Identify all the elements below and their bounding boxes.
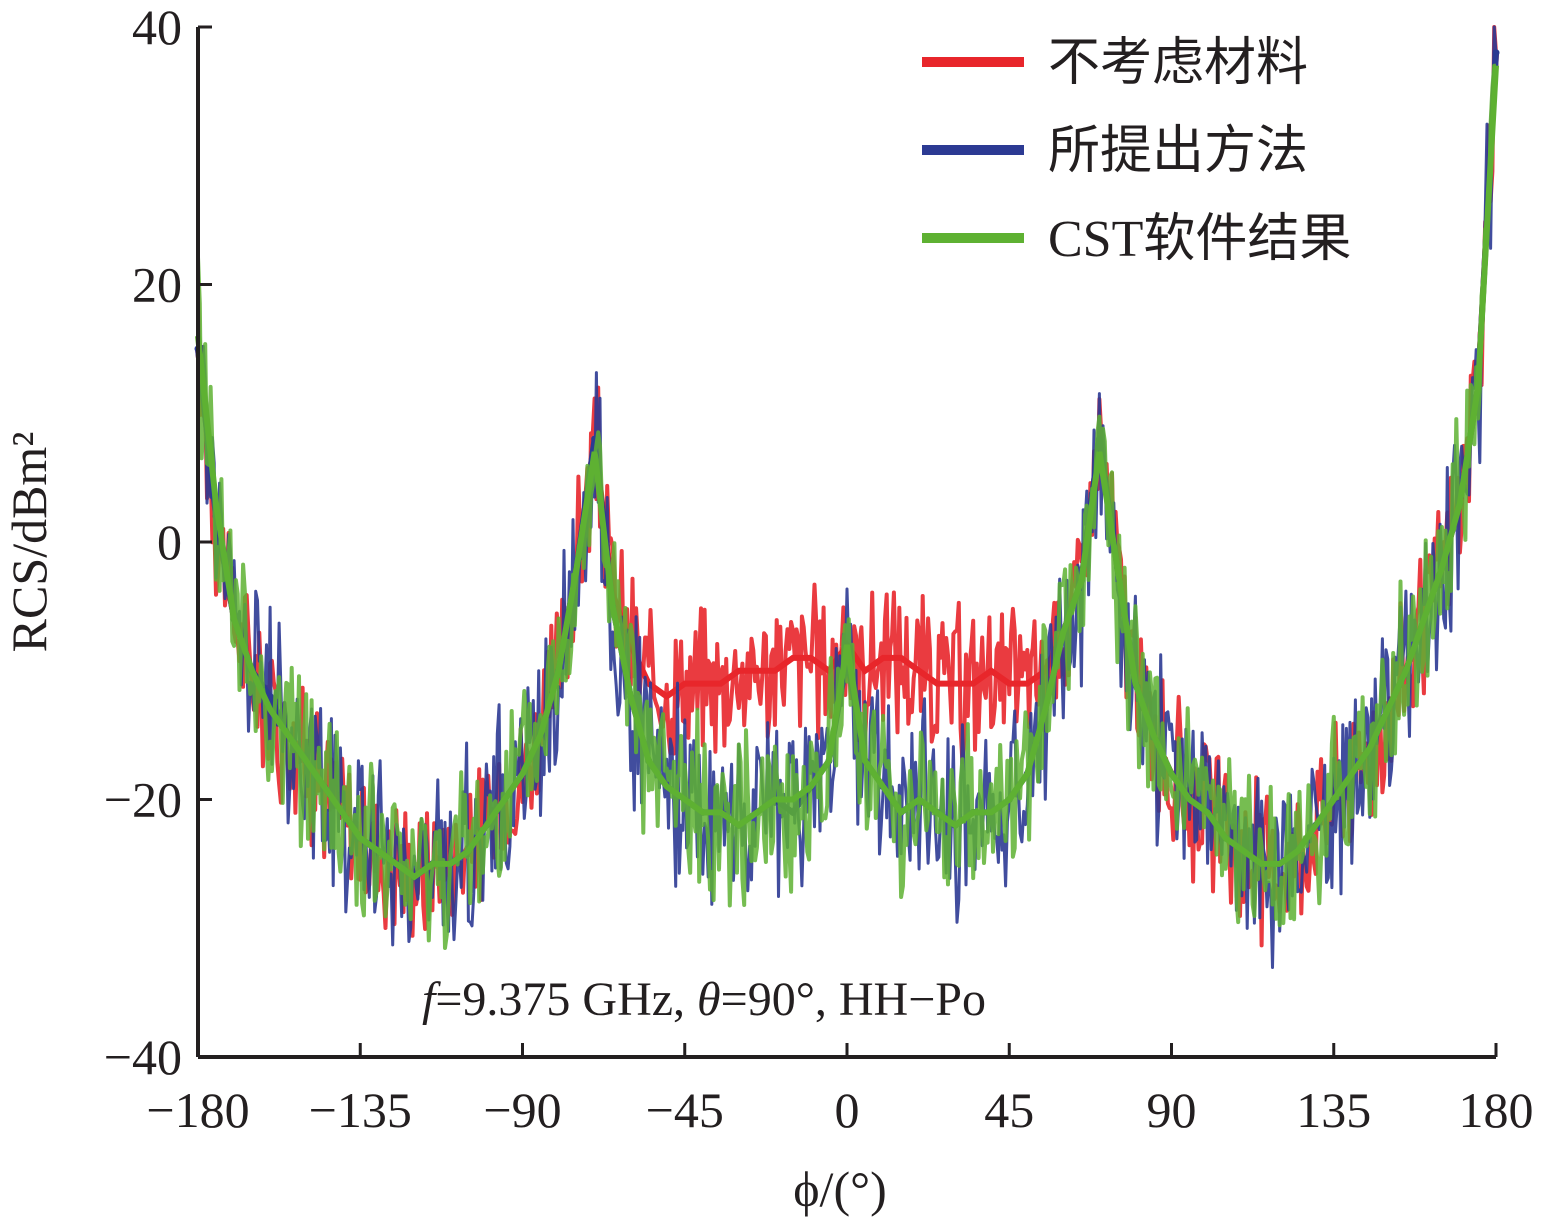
x-axis-title: ϕ/(°) xyxy=(793,1161,887,1217)
x-tick-label: 45 xyxy=(984,1082,1034,1138)
y-tick-label: 40 xyxy=(132,0,182,55)
series-3 xyxy=(195,63,1499,950)
y-axis-title: RCS/dBm² xyxy=(1,432,57,653)
ticks xyxy=(196,25,1498,1059)
x-tick-label: −180 xyxy=(146,1082,249,1138)
series-point xyxy=(266,693,274,700)
x-tick-label: 135 xyxy=(1296,1082,1371,1138)
x-tick-label: −45 xyxy=(646,1082,724,1138)
x-tick-label: 0 xyxy=(835,1082,860,1138)
legend-item: 不考虑材料 xyxy=(922,35,1308,92)
y-tick-label: −40 xyxy=(104,1029,182,1085)
legend-item: 所提出方法 xyxy=(922,123,1308,180)
x-tick-label: 180 xyxy=(1459,1082,1534,1138)
y-tick-label: −20 xyxy=(104,772,182,828)
y-tick-label: 20 xyxy=(132,257,182,313)
x-tick-label: −90 xyxy=(483,1082,561,1138)
theta-symbol: θ xyxy=(697,973,721,1026)
tick-labels: −180 −135 −90 −45 0 45 90 135 180 −40 −20 0 20 40 xyxy=(104,0,1534,1138)
x-tick-label: −135 xyxy=(309,1082,412,1138)
y-tick-label: 0 xyxy=(157,514,182,570)
series-trend xyxy=(195,65,1499,881)
legend-label: 不考虑材料 xyxy=(1048,35,1308,92)
theta-value: =90°, HH−Po xyxy=(721,973,986,1026)
legend-label: CST软件结果 xyxy=(1048,211,1351,268)
condition-annotation: f=9.375 GHz, θ=90°, HH−Po xyxy=(422,973,986,1026)
series-layer xyxy=(194,25,1500,969)
x-tick-label: 90 xyxy=(1147,1082,1197,1138)
f-value: =9.375 GHz, xyxy=(435,973,697,1026)
legend-item: CST软件结果 xyxy=(922,211,1351,268)
series-point xyxy=(1492,49,1500,57)
series-line xyxy=(196,63,1497,950)
legend-label: 所提出方法 xyxy=(1048,123,1308,180)
